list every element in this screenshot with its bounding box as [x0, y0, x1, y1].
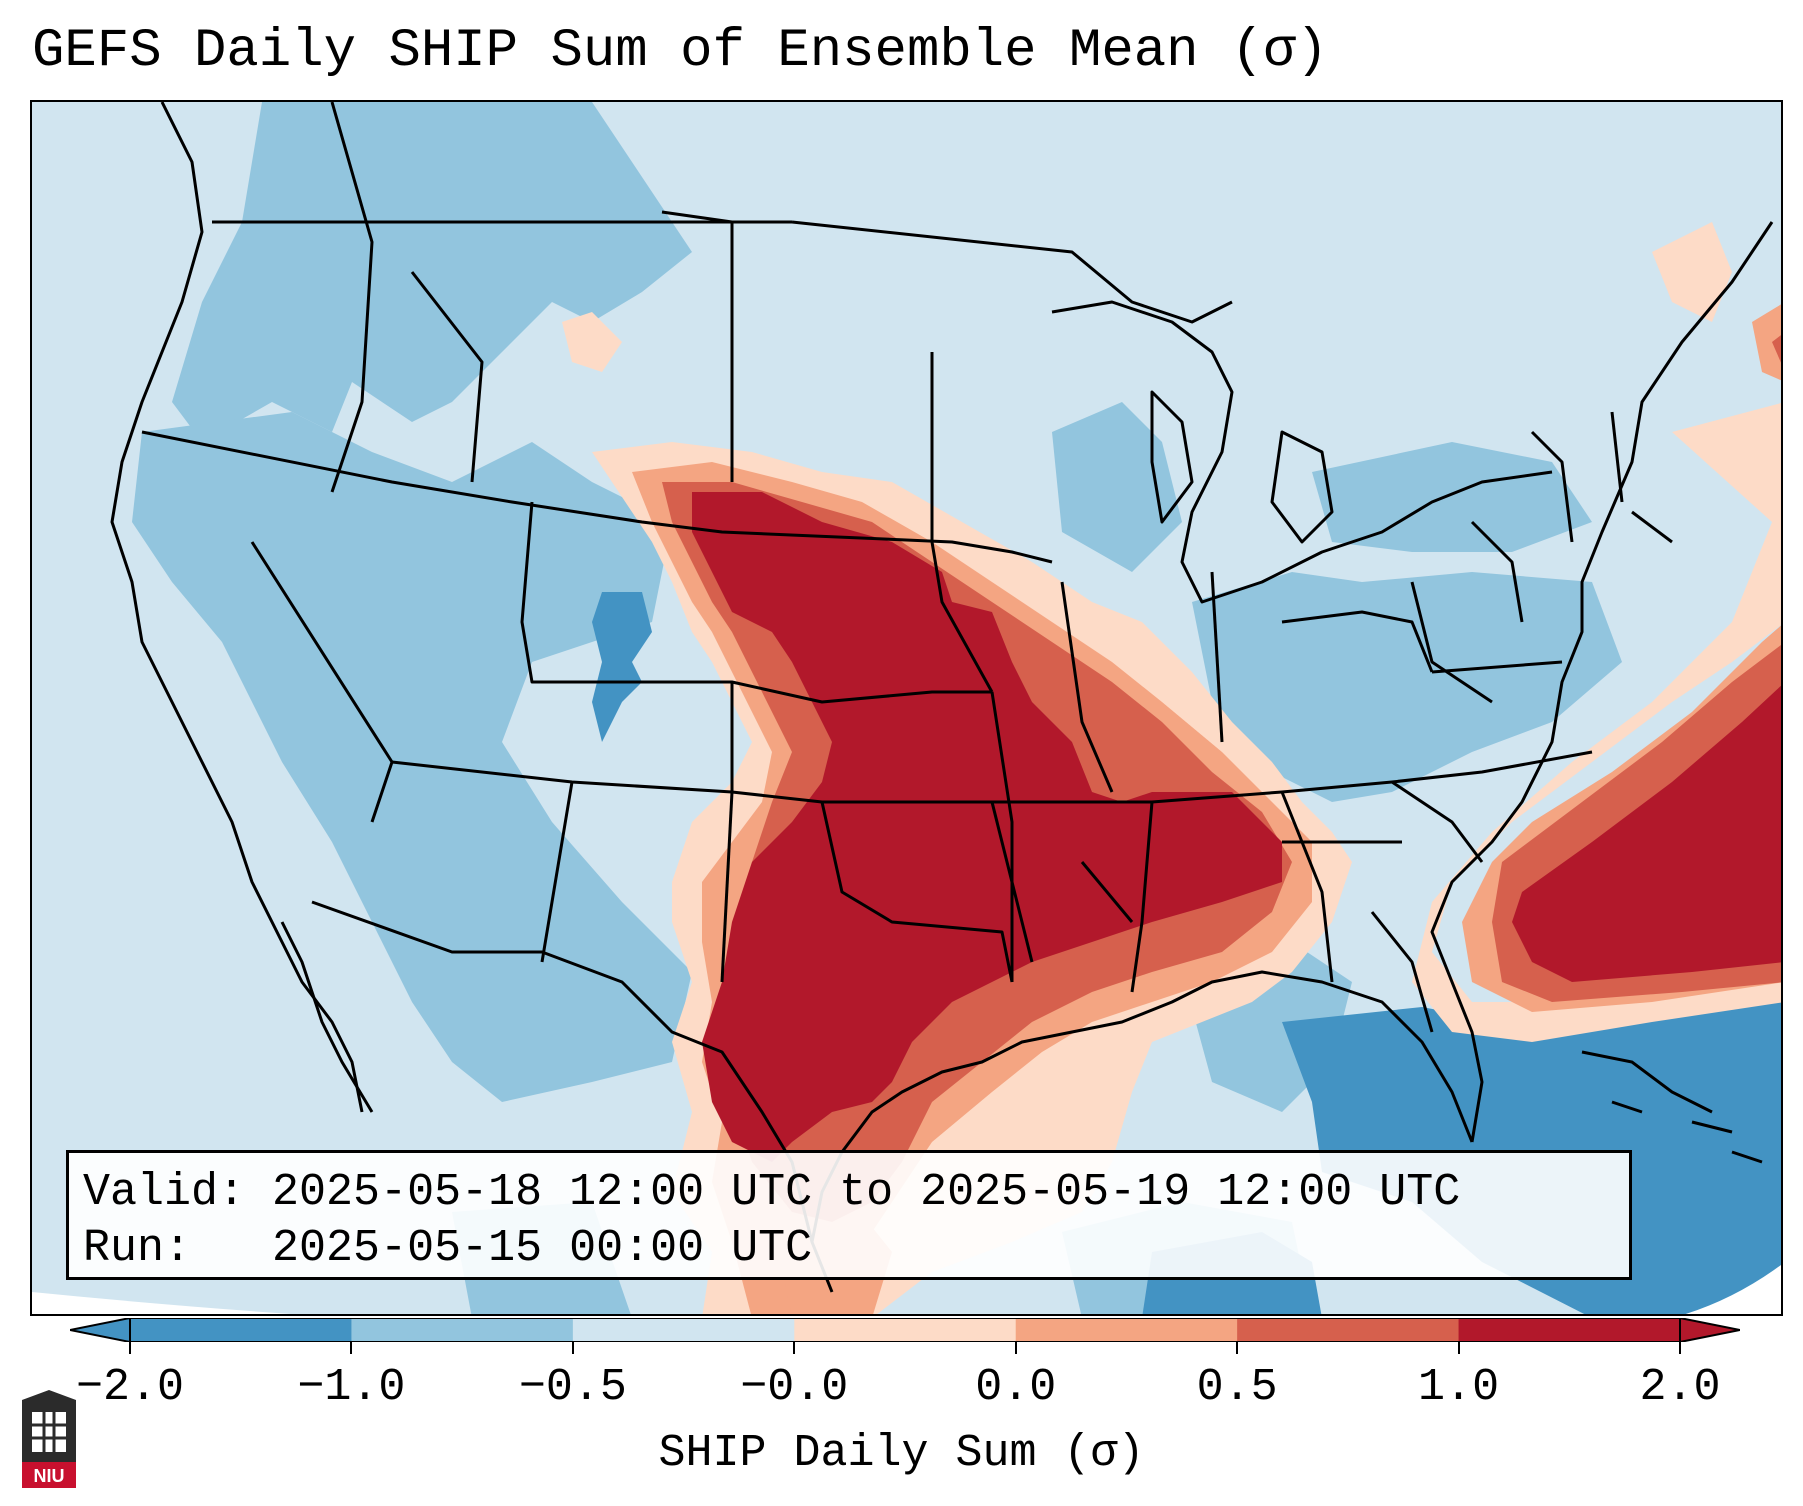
- colorbar-tick-mark: [1014, 1342, 1017, 1354]
- colorbar-over-triangle: [1679, 1318, 1740, 1342]
- boundary-lines: [110, 102, 1774, 1293]
- colorbar-tick-label: −2.0: [75, 1362, 185, 1413]
- projection-edge-left: [32, 1292, 291, 1314]
- projection-edge-right: [1685, 1264, 1781, 1314]
- island-outlines: [1581, 1050, 1763, 1164]
- field-very-strong-positive-regions: [692, 492, 1781, 1162]
- colorbar-tick-mark: [1457, 1342, 1460, 1354]
- colorbar-segment-6: [1458, 1318, 1681, 1342]
- colorbar-segment-1: [351, 1318, 574, 1342]
- colorbar-segment-4: [1015, 1318, 1238, 1342]
- colorbar-segment-5: [1237, 1318, 1460, 1342]
- colorbar-tick-marks: [0, 1342, 1803, 1402]
- colorbar-tick-label: 0.0: [975, 1362, 1057, 1413]
- colorbar-segment-0: [130, 1318, 352, 1342]
- colorbar-segments: [130, 1318, 1681, 1342]
- colorbar-under-triangle: [70, 1318, 131, 1342]
- valid-run-info-box: Valid: 2025-05-18 12:00 UTC to 2025-05-1…: [66, 1150, 1632, 1280]
- valid-label: Valid:: [83, 1167, 246, 1218]
- colorbar-tick-label: −0.0: [740, 1362, 849, 1413]
- colorbar-tick-mark: [571, 1342, 574, 1354]
- colorbar-tick-label: −1.0: [297, 1362, 406, 1413]
- map-panel[interactable]: [30, 100, 1783, 1316]
- ship-field-map: [32, 102, 1781, 1314]
- colorbar-tick-label: 1.0: [1418, 1362, 1500, 1413]
- run-row: Run: 2025-05-15 00:00 UTC: [83, 1221, 1615, 1277]
- colorbar-label: SHIP Daily Sum (σ): [658, 1428, 1145, 1479]
- colorbar-tick-label: −0.5: [518, 1362, 627, 1413]
- logo-text: NIU: [34, 1466, 65, 1486]
- colorbar-segment-3: [794, 1318, 1017, 1342]
- colorbar-tick-mark: [129, 1342, 131, 1354]
- valid-value: 2025-05-18 12:00 UTC to 2025-05-19 12:00…: [272, 1167, 1461, 1218]
- colorbar-tick-mark: [793, 1342, 796, 1354]
- niu-logo-icon: NIU: [22, 1390, 76, 1488]
- colorbar-frame: [129, 1318, 1681, 1342]
- valid-row: Valid: 2025-05-18 12:00 UTC to 2025-05-1…: [83, 1165, 1615, 1221]
- colorbar-tick-label: 0.5: [1196, 1362, 1278, 1413]
- colorbar-tick-mark: [1236, 1342, 1239, 1354]
- run-value: 2025-05-15 00:00 UTC: [272, 1223, 813, 1274]
- page-title: GEFS Daily SHIP Sum of Ensemble Mean (σ): [32, 21, 1329, 82]
- colorbar-tick-mark: [1679, 1342, 1681, 1354]
- colorbar: [70, 1318, 1740, 1342]
- colorbar-tick-mark: [350, 1342, 353, 1354]
- run-label: Run:: [83, 1223, 192, 1274]
- colorbar-segment-2: [572, 1318, 795, 1342]
- colorbar-tick-label: 2.0: [1639, 1362, 1721, 1413]
